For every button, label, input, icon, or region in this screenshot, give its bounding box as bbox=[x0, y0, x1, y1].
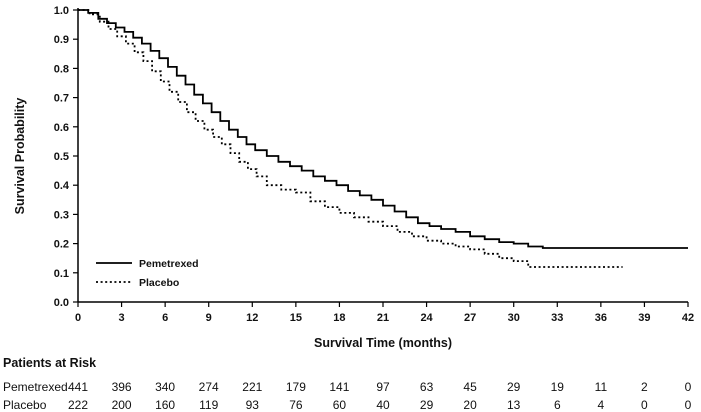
risk-count: 40 bbox=[376, 398, 390, 412]
x-tick-label: 0 bbox=[75, 312, 81, 324]
risk-row-label: Placebo bbox=[3, 398, 47, 412]
x-tick-label: 9 bbox=[206, 312, 212, 324]
risk-count: 29 bbox=[507, 380, 521, 394]
y-tick-label: 0.1 bbox=[54, 268, 69, 280]
risk-count: 19 bbox=[550, 380, 564, 394]
risk-count: 221 bbox=[242, 380, 263, 394]
y-tick-label: 0.7 bbox=[54, 93, 69, 105]
x-tick-label: 6 bbox=[162, 312, 168, 324]
risk-row-pemetrexed: Pemetrexed 441 396 340 274 221 179 141 97 63 45 29 1… bbox=[0, 380, 701, 396]
y-tick-label: 0.6 bbox=[54, 122, 69, 134]
risk-count: 20 bbox=[463, 398, 477, 412]
y-tick-label: 0.0 bbox=[54, 297, 69, 309]
y-tick-label: 0.5 bbox=[54, 151, 69, 163]
series-line-pemetrexed bbox=[78, 9, 688, 249]
x-tick-label: 42 bbox=[682, 312, 694, 324]
patients-at-risk-title: Patients at Risk bbox=[3, 356, 97, 370]
x-tick-label: 12 bbox=[246, 312, 258, 324]
y-axis-title: Survival Probability bbox=[13, 98, 27, 215]
risk-count: 222 bbox=[67, 398, 89, 412]
survival-chart: 0 3 6 9 12 15 18 21 24 27 30 33 36 39 420.00.10.20.30.… bbox=[13, 5, 694, 350]
y-tick-label: 0.3 bbox=[54, 209, 69, 221]
y-tick-label: 1.0 bbox=[54, 5, 69, 17]
risk-count: 340 bbox=[155, 380, 176, 394]
x-tick-label: 36 bbox=[595, 312, 607, 324]
risk-count: 396 bbox=[111, 380, 132, 394]
risk-count: 11 bbox=[594, 380, 608, 394]
risk-count: 119 bbox=[199, 398, 219, 412]
risk-count: 29 bbox=[419, 398, 434, 412]
risk-count: 0 bbox=[641, 398, 648, 412]
y-tick-label: 0.9 bbox=[54, 34, 69, 46]
risk-count: 274 bbox=[198, 380, 219, 394]
risk-count: 97 bbox=[376, 380, 390, 394]
risk-count: 441 bbox=[67, 380, 89, 394]
risk-count: 93 bbox=[245, 398, 259, 412]
x-tick-label: 15 bbox=[290, 312, 302, 324]
risk-count: 45 bbox=[463, 380, 477, 394]
risk-count: 4 bbox=[597, 398, 605, 412]
risk-row-label: Pemetrexed bbox=[3, 380, 68, 394]
legend-label-pemetrexed: Pemetrexed bbox=[139, 258, 199, 270]
x-tick-label: 30 bbox=[508, 312, 520, 324]
risk-count: 6 bbox=[553, 398, 561, 412]
risk-count: 179 bbox=[285, 380, 306, 394]
x-tick-label: 3 bbox=[119, 312, 125, 324]
risk-count: 0 bbox=[684, 398, 692, 412]
x-axis-title: Survival Time (months) bbox=[314, 336, 452, 350]
x-tick-label: 18 bbox=[333, 312, 345, 324]
legend-label-placebo: Placebo bbox=[139, 277, 179, 289]
risk-count: 60 bbox=[332, 398, 347, 412]
series-line-placebo bbox=[78, 9, 623, 268]
risk-count: 76 bbox=[289, 398, 303, 412]
risk-count: 2 bbox=[641, 380, 648, 394]
y-tick-label: 0.2 bbox=[54, 239, 69, 251]
risk-count: 13 bbox=[507, 398, 521, 412]
risk-count: 160 bbox=[155, 398, 176, 412]
x-tick-label: 39 bbox=[638, 312, 650, 324]
x-tick-label: 24 bbox=[420, 312, 433, 324]
x-tick-label: 33 bbox=[551, 312, 563, 324]
risk-row-placebo: Placebo 222 200 160 119 93 76 60 40 29 20 13 6 4 0 0 bbox=[0, 398, 701, 412]
patients-at-risk-section: Patients at Risk Pemetrexed 441 396 340 274 2… bbox=[0, 350, 701, 412]
risk-count: 0 bbox=[684, 380, 692, 394]
risk-count: 63 bbox=[419, 380, 434, 394]
y-tick-label: 0.4 bbox=[54, 180, 70, 192]
x-tick-label: 27 bbox=[464, 312, 476, 324]
risk-count: 141 bbox=[329, 380, 350, 394]
x-tick-label: 21 bbox=[377, 312, 389, 324]
risk-count: 200 bbox=[111, 398, 132, 412]
y-tick-label: 0.8 bbox=[54, 63, 69, 75]
